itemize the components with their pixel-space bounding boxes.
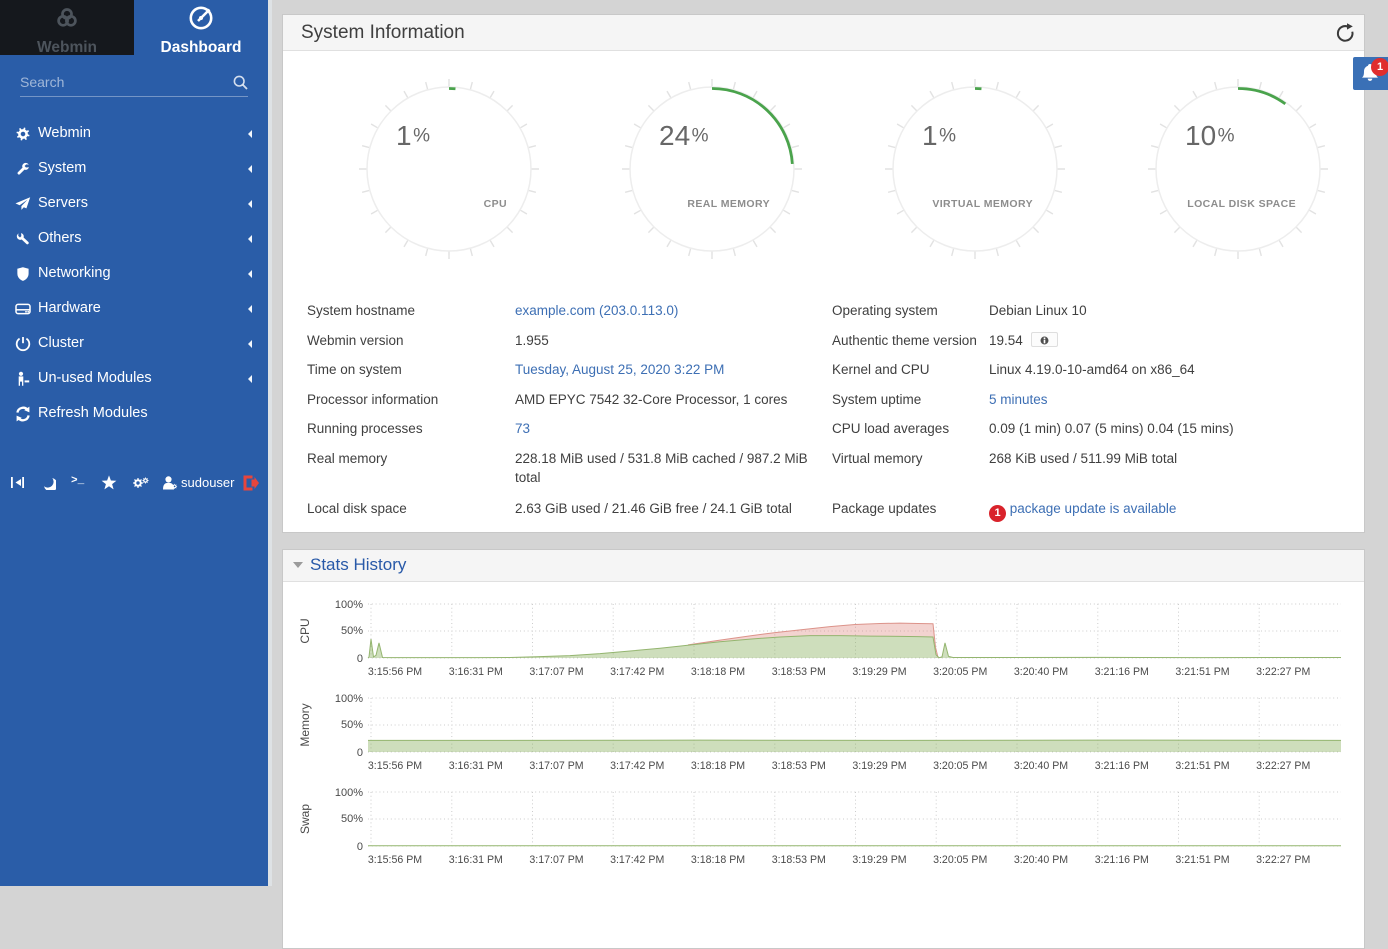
svg-text:0: 0 <box>357 841 363 853</box>
svg-text:3:17:42 PM: 3:17:42 PM <box>610 760 664 772</box>
svg-text:3:18:53 PM: 3:18:53 PM <box>772 760 826 772</box>
svg-text:3:15:56 PM: 3:15:56 PM <box>368 854 422 866</box>
svg-text:0: 0 <box>357 653 363 665</box>
svg-text:100%: 100% <box>335 693 363 705</box>
svg-text:3:20:05 PM: 3:20:05 PM <box>933 666 987 678</box>
svg-text:3:18:18 PM: 3:18:18 PM <box>691 666 745 678</box>
svg-text:3:20:40 PM: 3:20:40 PM <box>1014 854 1068 866</box>
svg-text:100%: 100% <box>335 599 363 611</box>
svg-text:3:17:07 PM: 3:17:07 PM <box>529 854 583 866</box>
svg-text:0: 0 <box>357 747 363 759</box>
svg-text:LOCAL DISK SPACE: LOCAL DISK SPACE <box>1187 198 1296 210</box>
svg-text:10%: 10% <box>1185 120 1235 151</box>
svg-text:3:20:40 PM: 3:20:40 PM <box>1014 666 1068 678</box>
svg-text:3:18:53 PM: 3:18:53 PM <box>772 854 826 866</box>
svg-text:3:17:42 PM: 3:17:42 PM <box>610 854 664 866</box>
svg-text:3:16:31 PM: 3:16:31 PM <box>449 854 503 866</box>
svg-text:3:21:16 PM: 3:21:16 PM <box>1095 666 1149 678</box>
svg-text:3:20:40 PM: 3:20:40 PM <box>1014 760 1068 772</box>
svg-text:3:21:16 PM: 3:21:16 PM <box>1095 760 1149 772</box>
svg-text:Swap: Swap <box>298 804 312 834</box>
svg-text:3:18:18 PM: 3:18:18 PM <box>691 854 745 866</box>
svg-text:1%: 1% <box>922 120 956 151</box>
svg-text:3:19:29 PM: 3:19:29 PM <box>852 666 906 678</box>
svg-text:24%: 24% <box>659 120 709 151</box>
svg-text:3:20:05 PM: 3:20:05 PM <box>933 760 987 772</box>
svg-text:3:16:31 PM: 3:16:31 PM <box>449 666 503 678</box>
svg-text:3:22:27 PM: 3:22:27 PM <box>1256 854 1310 866</box>
svg-text:3:22:27 PM: 3:22:27 PM <box>1256 666 1310 678</box>
svg-text:3:21:51 PM: 3:21:51 PM <box>1175 666 1229 678</box>
svg-text:REAL MEMORY: REAL MEMORY <box>687 198 770 210</box>
svg-text:3:21:51 PM: 3:21:51 PM <box>1175 854 1229 866</box>
svg-text:3:18:18 PM: 3:18:18 PM <box>691 760 745 772</box>
svg-text:3:17:07 PM: 3:17:07 PM <box>529 760 583 772</box>
svg-text:3:22:27 PM: 3:22:27 PM <box>1256 760 1310 772</box>
svg-text:50%: 50% <box>341 625 363 637</box>
svg-text:CPU: CPU <box>298 618 312 643</box>
svg-text:3:21:16 PM: 3:21:16 PM <box>1095 854 1149 866</box>
svg-text:CPU: CPU <box>484 198 507 210</box>
svg-text:Memory: Memory <box>298 703 312 746</box>
svg-text:3:20:05 PM: 3:20:05 PM <box>933 854 987 866</box>
svg-text:3:21:51 PM: 3:21:51 PM <box>1175 760 1229 772</box>
svg-text:3:19:29 PM: 3:19:29 PM <box>852 760 906 772</box>
svg-text:3:16:31 PM: 3:16:31 PM <box>449 760 503 772</box>
svg-text:3:17:42 PM: 3:17:42 PM <box>610 666 664 678</box>
svg-text:3:17:07 PM: 3:17:07 PM <box>529 666 583 678</box>
svg-text:3:15:56 PM: 3:15:56 PM <box>368 760 422 772</box>
svg-text:50%: 50% <box>341 719 363 731</box>
svg-text:100%: 100% <box>335 787 363 799</box>
svg-text:3:15:56 PM: 3:15:56 PM <box>368 666 422 678</box>
svg-text:3:19:29 PM: 3:19:29 PM <box>852 854 906 866</box>
svg-text:VIRTUAL MEMORY: VIRTUAL MEMORY <box>932 198 1033 210</box>
svg-text:50%: 50% <box>341 813 363 825</box>
svg-text:3:18:53 PM: 3:18:53 PM <box>772 666 826 678</box>
svg-text:1%: 1% <box>396 120 430 151</box>
